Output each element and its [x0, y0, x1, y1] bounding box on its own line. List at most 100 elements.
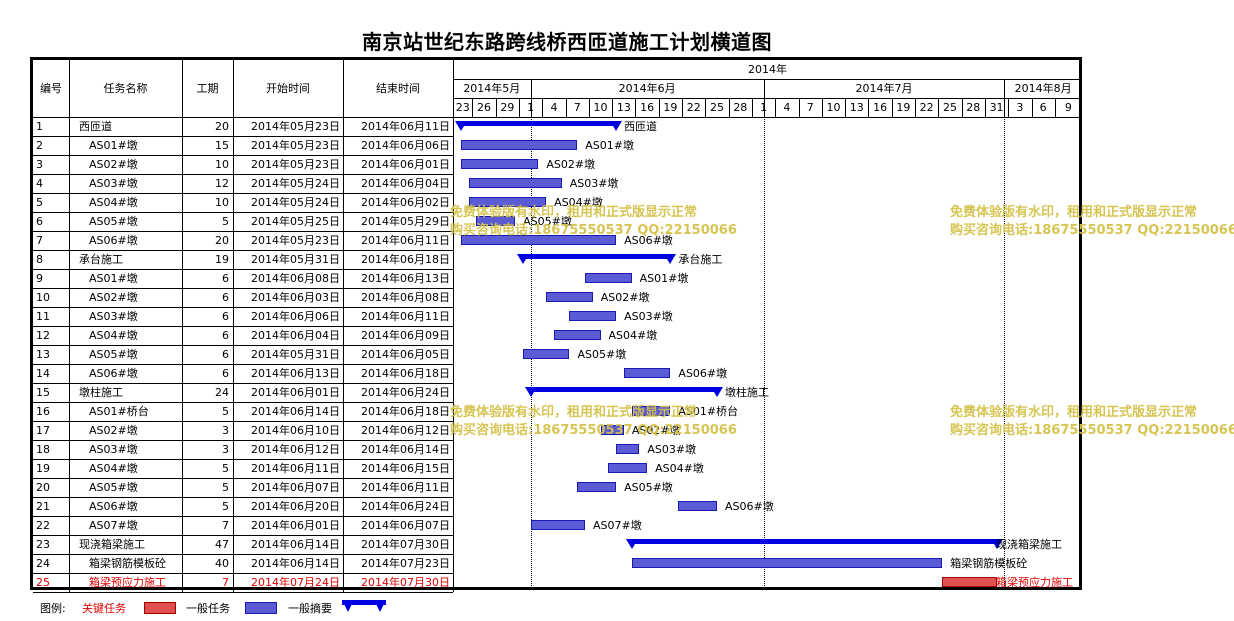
- task-name: AS04#墩: [89, 196, 138, 209]
- bar-label: 现浇箱梁施工: [996, 538, 1062, 551]
- row-divider: [33, 383, 453, 384]
- tick-divider: [984, 98, 986, 117]
- task-duration: 12: [215, 177, 229, 190]
- tick-divider: [588, 98, 590, 117]
- bar-label: 西匝道: [624, 120, 658, 133]
- task-bar: [631, 406, 671, 416]
- task-name: AS03#墩: [89, 177, 138, 190]
- task-end: 2014年06月05日: [361, 348, 450, 361]
- bar-label: AS01#墩: [639, 272, 689, 285]
- task-duration: 20: [215, 234, 229, 247]
- task-end: 2014年06月11日: [361, 120, 450, 133]
- grid-line: [453, 98, 1082, 99]
- task-end: 2014年06月15日: [361, 462, 450, 475]
- task-end: 2014年06月12日: [361, 424, 450, 437]
- task-end: 2014年06月18日: [361, 253, 450, 266]
- tick-divider: [821, 98, 823, 117]
- task-duration: 47: [215, 538, 229, 551]
- row-divider: [33, 193, 453, 194]
- tick-divider: [682, 98, 684, 117]
- task-duration: 19: [215, 253, 229, 266]
- task-name: AS03#墩: [89, 443, 138, 456]
- task-end: 2014年06月02日: [361, 196, 450, 209]
- task-duration: 6: [222, 272, 229, 285]
- task-end: 2014年06月08日: [361, 291, 450, 304]
- task-start: 2014年05月25日: [251, 215, 340, 228]
- task-bar: [569, 311, 617, 321]
- task-bar: [553, 330, 601, 340]
- task-bar: [623, 368, 671, 378]
- summary-bar: [530, 387, 717, 392]
- tick-divider: [542, 98, 544, 117]
- task-start: 2014年06月14日: [251, 538, 340, 551]
- task-name: AS07#墩: [89, 519, 138, 532]
- row-divider: [33, 326, 453, 327]
- task-id: 7: [36, 234, 43, 247]
- row-divider: [33, 250, 453, 251]
- month-header: 2014年6月: [618, 82, 676, 95]
- task-start: 2014年05月24日: [251, 196, 340, 209]
- task-id: 1: [36, 120, 43, 133]
- task-name: AS02#墩: [89, 291, 138, 304]
- task-name: 承台施工: [79, 253, 123, 266]
- task-bar: [460, 235, 617, 245]
- task-duration: 6: [222, 329, 229, 342]
- tick-label: 29: [500, 101, 515, 114]
- task-id: 25: [36, 576, 50, 589]
- tick-label: 7: [573, 101, 581, 114]
- tick-label: 28: [733, 101, 748, 114]
- task-end: 2014年06月18日: [361, 405, 450, 418]
- task-end: 2014年06月11日: [361, 310, 450, 323]
- task-duration: 10: [215, 158, 229, 171]
- task-id: 23: [36, 538, 50, 551]
- tick-divider: [1054, 98, 1056, 117]
- watermark-line1-d: 免费体验版有水印，租用和正式版显示正常: [950, 405, 1198, 420]
- task-bar: [468, 178, 562, 188]
- timescale-year: 2014年: [748, 63, 787, 76]
- bar-label: AS05#墩: [577, 348, 627, 361]
- task-duration: 20: [215, 120, 229, 133]
- task-name: AS04#墩: [89, 462, 138, 475]
- task-start: 2014年06月08日: [251, 272, 340, 285]
- task-end: 2014年06月11日: [361, 481, 450, 494]
- summary-marker: [711, 387, 724, 397]
- col-header-end: 结束时间: [376, 82, 420, 95]
- tick-divider: [868, 98, 870, 117]
- task-id: 17: [36, 424, 50, 437]
- month-header: 2014年5月: [463, 82, 521, 95]
- tick-divider: [472, 98, 474, 117]
- task-id: 2: [36, 139, 43, 152]
- month-boundary-line: [763, 117, 765, 588]
- tick-divider: [751, 98, 753, 117]
- task-duration: 5: [222, 481, 229, 494]
- task-end: 2014年06月13日: [361, 272, 450, 285]
- tick-label: 19: [663, 101, 678, 114]
- task-end: 2014年05月29日: [361, 215, 450, 228]
- task-start: 2014年05月23日: [251, 139, 340, 152]
- task-id: 10: [36, 291, 50, 304]
- col-header-id: 编号: [40, 82, 62, 95]
- task-bar: [678, 501, 717, 511]
- watermark-line1-a: 免费体验版有水印，租用和正式版显示正常: [450, 205, 698, 220]
- row-divider: [33, 345, 453, 346]
- bar-label: AS05#墩: [523, 215, 572, 228]
- summary-marker: [990, 539, 1003, 549]
- summary-marker: [625, 539, 638, 549]
- summary-marker: [610, 121, 623, 131]
- task-duration: 15: [215, 139, 229, 152]
- task-start: 2014年06月14日: [251, 557, 340, 570]
- bar-label: AS03#墩: [647, 443, 697, 456]
- task-name: 箱梁预应力施工: [89, 576, 166, 589]
- task-id: 20: [36, 481, 50, 494]
- bar-label: AS02#墩: [631, 424, 681, 437]
- task-start: 2014年05月23日: [251, 120, 340, 133]
- task-bar: [460, 159, 539, 169]
- row-divider: [33, 174, 453, 175]
- row-divider: [33, 136, 453, 137]
- row-divider: [33, 478, 453, 479]
- row-divider: [33, 573, 453, 574]
- task-end: 2014年06月24日: [361, 386, 450, 399]
- tick-divider: [891, 98, 893, 117]
- task-bar: [585, 273, 632, 283]
- column-divider: [453, 60, 454, 592]
